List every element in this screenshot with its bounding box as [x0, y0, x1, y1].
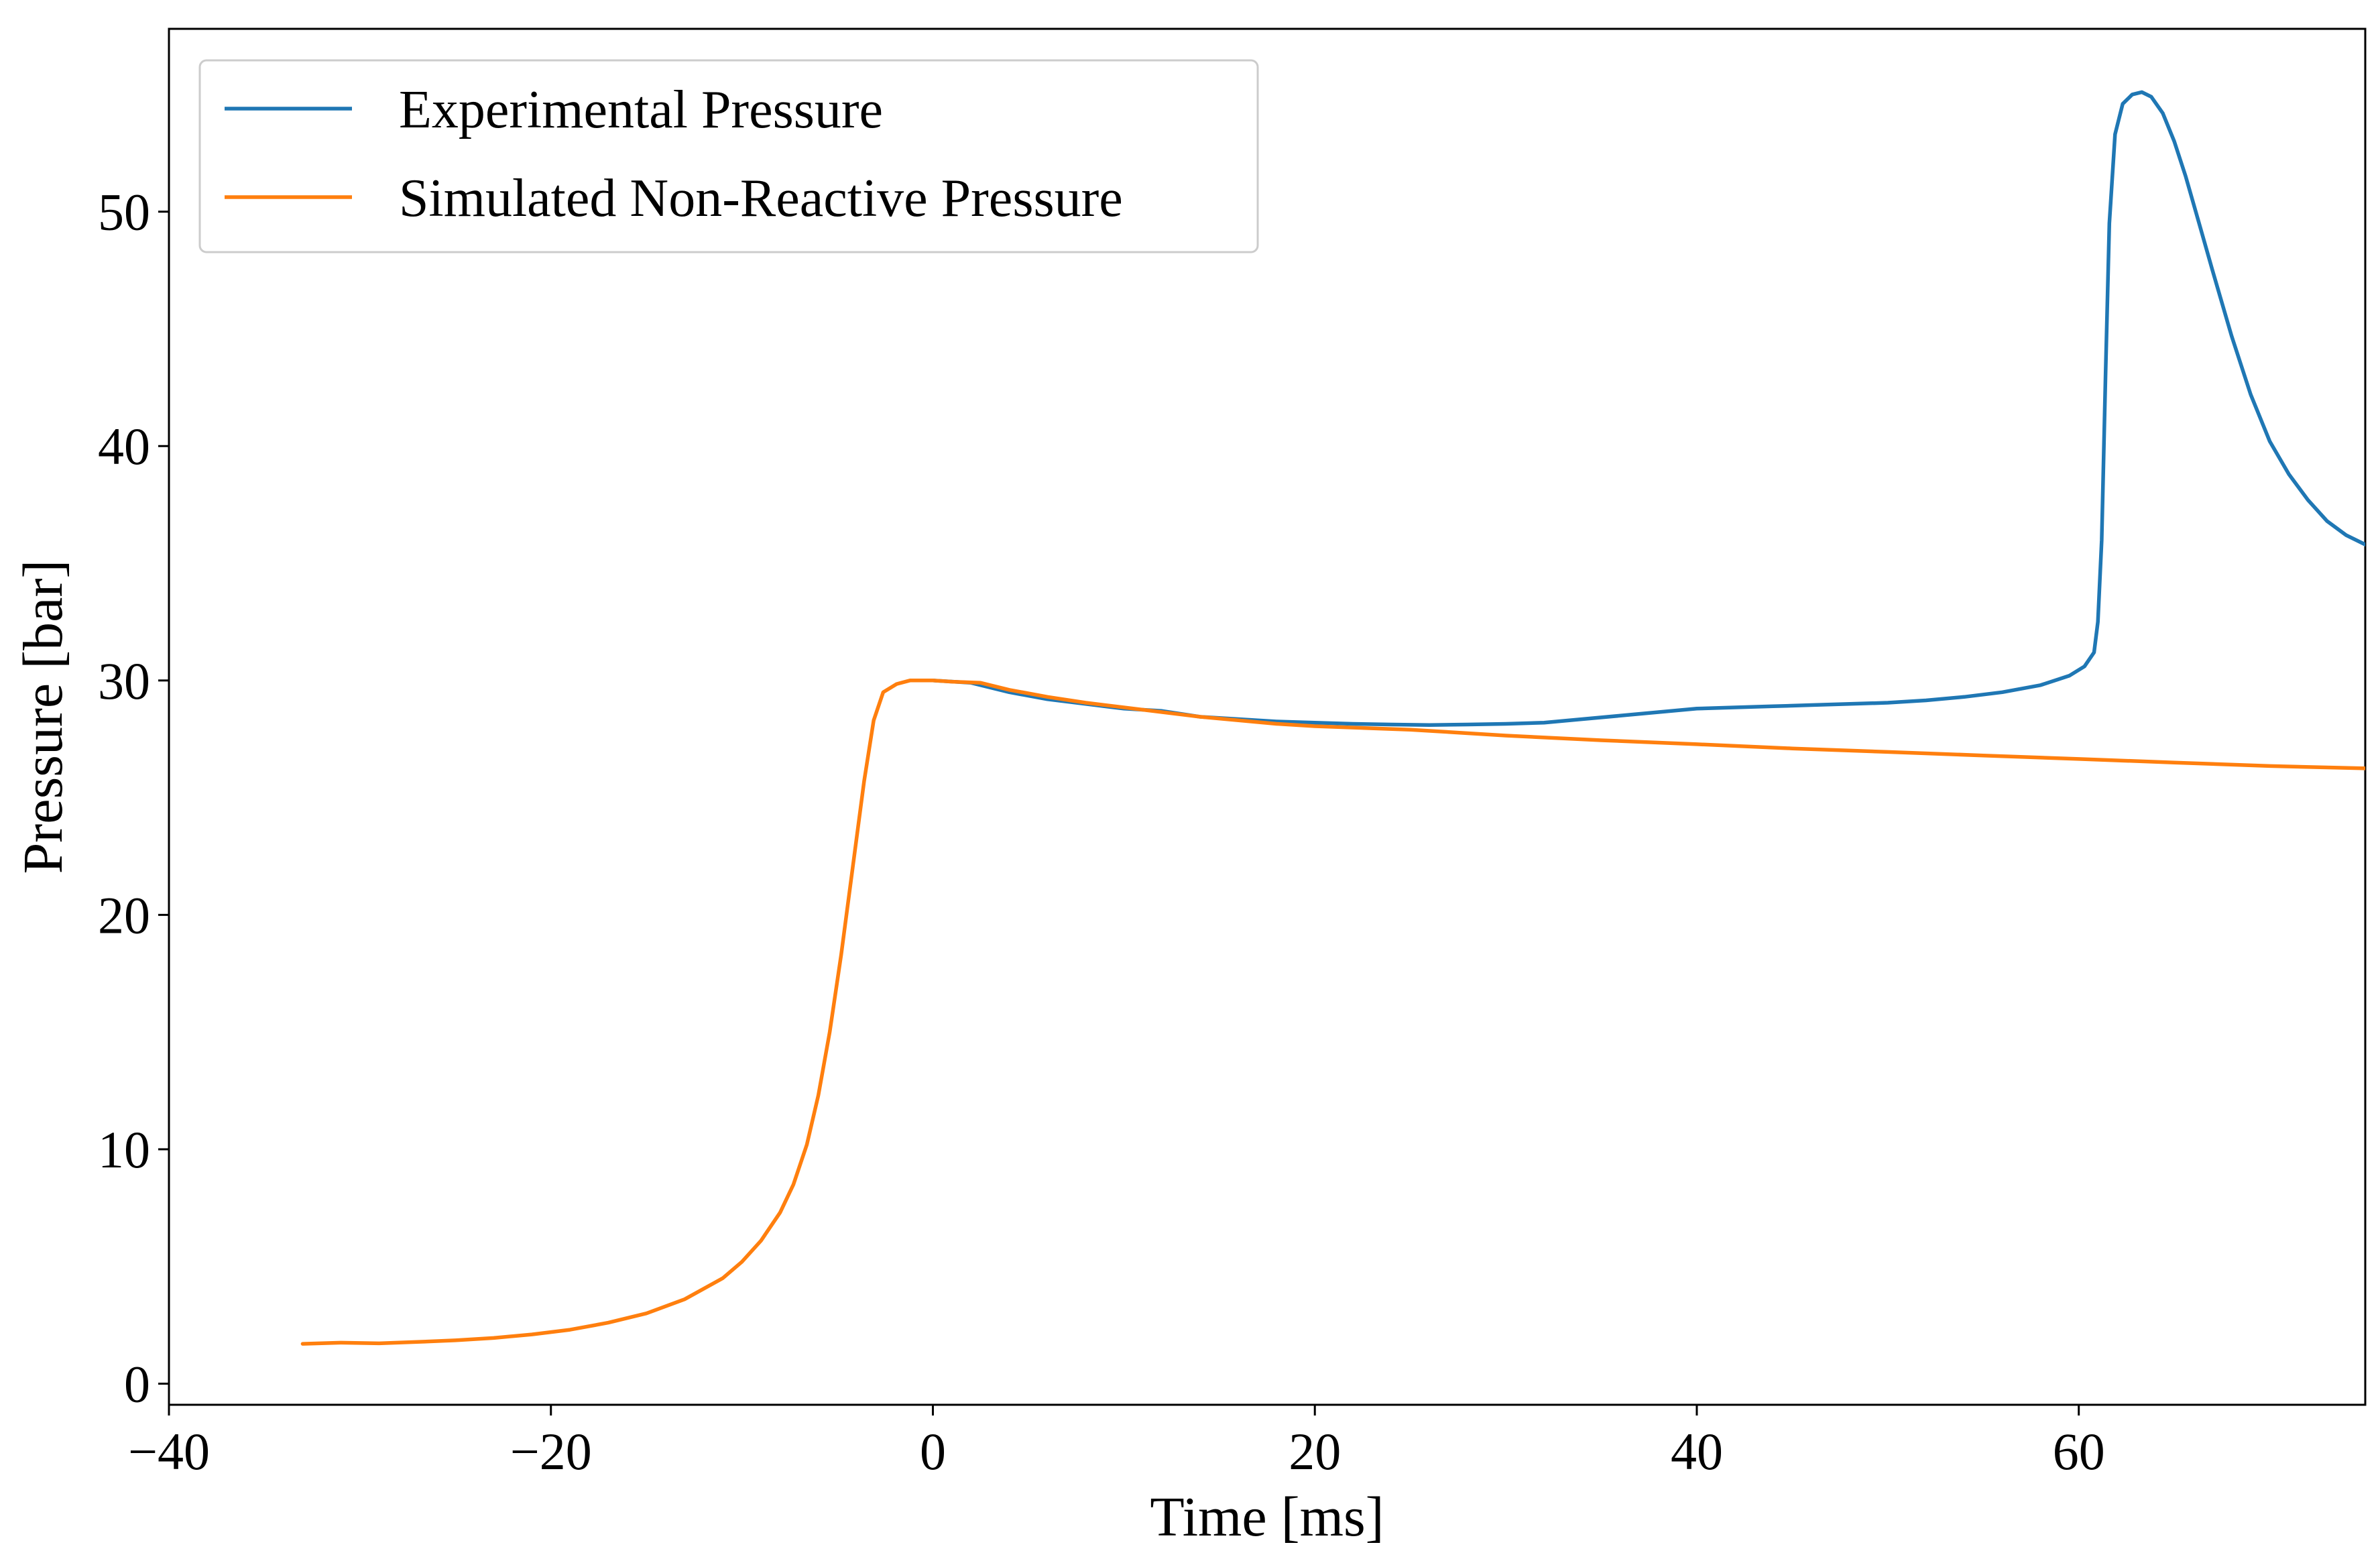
plot-area: [168, 27, 2367, 1406]
x-tick-label: 60: [2053, 1422, 2105, 1481]
plot-frame: [168, 27, 2367, 1406]
series-layer: [300, 90, 2365, 1346]
x-axis: −40 −20 0 20 40 60: [128, 1405, 2105, 1481]
y-tick-label: 10: [98, 1120, 150, 1179]
legend: Experimental Pressure Simulated Non-React…: [198, 59, 1259, 253]
y-tick-label: 20: [98, 886, 150, 944]
series-line-simulated: [300, 679, 2365, 1346]
x-axis-label: Time [ms]: [1150, 1486, 1384, 1548]
x-tick-label: 20: [1289, 1422, 1341, 1481]
legend-box: [198, 59, 1259, 253]
legend-item: Experimental Pressure: [225, 80, 883, 139]
legend-label: Simulated Non-Reactive Pressure: [399, 169, 1123, 228]
legend-label: Experimental Pressure: [399, 80, 883, 139]
y-axis: 0 10 20 30 40 50: [98, 183, 169, 1413]
y-tick-label: 50: [98, 183, 150, 241]
x-tick-label: −20: [510, 1422, 592, 1481]
x-tick-label: −40: [128, 1422, 210, 1481]
y-tick-label: 30: [98, 652, 150, 710]
y-tick-label: 40: [98, 417, 150, 475]
x-tick-label: 0: [920, 1422, 946, 1481]
legend-item: Simulated Non-Reactive Pressure: [225, 169, 1123, 228]
y-tick-label: 0: [124, 1355, 150, 1413]
x-tick-label: 40: [1671, 1422, 1723, 1481]
y-axis-label: Pressure [bar]: [12, 560, 74, 874]
series-line-experimental: [931, 90, 2365, 727]
